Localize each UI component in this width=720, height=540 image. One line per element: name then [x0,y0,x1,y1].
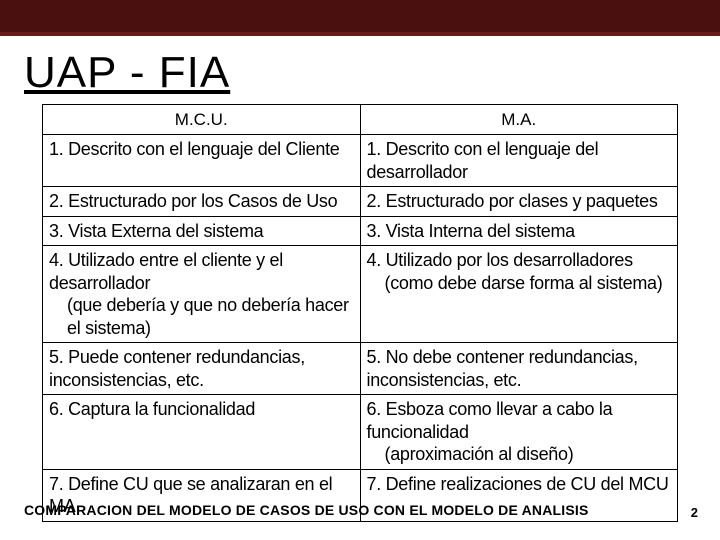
cell-ma: 2. Estructurado por clases y paquetes [360,187,678,217]
comparison-table: M.C.U. M.A. 1. Descrito con el lenguaje … [42,104,678,522]
content-area: UAP - FIA M.C.U. M.A. 1. Descrito con el… [0,36,720,522]
cell-subtext: (que debería y que no debería hacer el s… [49,294,354,339]
header-bar [0,0,720,36]
table-row: 4. Utilizado entre el cliente y el desar… [43,246,678,343]
table-row: 1. Descrito con el lenguaje del Cliente 1… [43,135,678,187]
cell-text: 3. Vista Interna del sistema [367,220,672,243]
cell-text: 2. Estructurado por clases y paquetes [367,190,672,213]
cell-text: 3. Vista Externa del sistema [49,220,354,243]
cell-ma: 1. Descrito con el lenguaje del desarrol… [360,135,678,187]
comparison-table-container: M.C.U. M.A. 1. Descrito con el lenguaje … [42,104,678,522]
footer: COMPARACION DEL MODELO DE CASOS DE USO C… [0,502,720,518]
cell-text: 1. Descrito con el lenguaje del desarrol… [367,138,672,183]
cell-ma: 5. No debe contener redundancias, incons… [360,343,678,395]
table-row: 6. Captura la funcionalidad 6. Esboza com… [43,395,678,470]
cell-text: 6. Esboza como llevar a cabo la funciona… [367,398,672,443]
slide-caption: COMPARACION DEL MODELO DE CASOS DE USO C… [24,502,696,518]
cell-text: 4. Utilizado por los desarrolladores [367,249,672,272]
cell-text: 4. Utilizado entre el cliente y el desar… [49,249,354,294]
page-number: 2 [691,505,698,520]
cell-mcu: 1. Descrito con el lenguaje del Cliente [43,135,361,187]
cell-ma: 6. Esboza como llevar a cabo la funciona… [360,395,678,470]
col-header-mcu: M.C.U. [43,105,361,135]
cell-text: 5. No debe contener redundancias, incons… [367,346,672,391]
cell-text: 7. Define realizaciones de CU del MCU [367,473,672,496]
cell-text: 5. Puede contener redundancias, inconsis… [49,346,354,391]
cell-mcu: 4. Utilizado entre el cliente y el desar… [43,246,361,343]
table-header-row: M.C.U. M.A. [43,105,678,135]
cell-mcu: 2. Estructurado por los Casos de Uso [43,187,361,217]
cell-mcu: 6. Captura la funcionalidad [43,395,361,470]
cell-text: 2. Estructurado por los Casos de Uso [49,190,354,213]
cell-mcu: 3. Vista Externa del sistema [43,216,361,246]
table-row: 3. Vista Externa del sistema 3. Vista Int… [43,216,678,246]
page-title: UAP - FIA [24,48,696,98]
table-row: 2. Estructurado por los Casos de Uso 2. E… [43,187,678,217]
cell-mcu: 5. Puede contener redundancias, inconsis… [43,343,361,395]
cell-subtext: (como debe darse forma al sistema) [367,272,672,295]
cell-text: 1. Descrito con el lenguaje del Cliente [49,138,354,161]
table-body: 1. Descrito con el lenguaje del Cliente 1… [43,135,678,522]
cell-ma: 4. Utilizado por los desarrolladores(com… [360,246,678,343]
cell-ma: 3. Vista Interna del sistema [360,216,678,246]
cell-subtext: (aproximación al diseño) [367,443,672,466]
cell-text: 6. Captura la funcionalidad [49,398,354,421]
col-header-ma: M.A. [360,105,678,135]
table-row: 5. Puede contener redundancias, inconsis… [43,343,678,395]
